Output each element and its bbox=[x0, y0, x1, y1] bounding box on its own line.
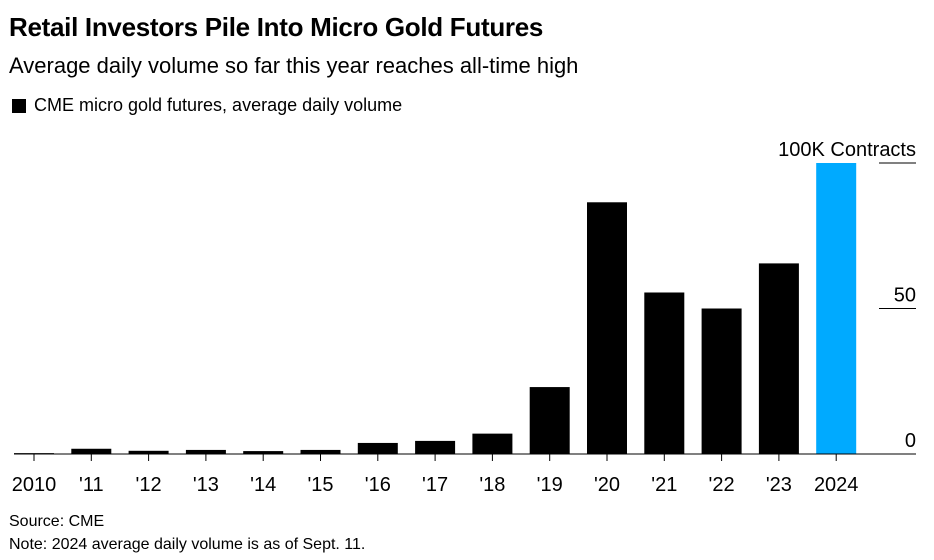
bar bbox=[300, 449, 341, 454]
y-tick-label: 50 bbox=[894, 285, 916, 307]
bar bbox=[587, 202, 627, 454]
bar bbox=[529, 387, 570, 454]
bar bbox=[816, 163, 857, 454]
footnote: Note: 2024 average daily volume is as of… bbox=[9, 536, 366, 553]
legend-swatch bbox=[12, 98, 26, 113]
x-tick-label: '11 bbox=[79, 474, 104, 496]
bar bbox=[357, 442, 398, 454]
bar bbox=[71, 448, 112, 454]
x-tick-label: '20 bbox=[594, 474, 620, 496]
x-tick-label: 2010 bbox=[12, 474, 57, 496]
x-tick-label: '12 bbox=[136, 474, 162, 496]
x-tick-label: '16 bbox=[365, 474, 391, 496]
bar bbox=[415, 440, 456, 454]
x-tick-label: 2024 bbox=[814, 474, 859, 496]
legend: CME micro gold futures, average daily vo… bbox=[12, 95, 402, 116]
bar-chart: 0 50 100K Contracts 2010 '11 '12 '13 '14 '15 '16 '… bbox=[12, 139, 916, 496]
bar bbox=[243, 451, 284, 454]
x-tick-label: '21 bbox=[651, 474, 677, 496]
x-tick-label: '15 bbox=[307, 474, 333, 496]
chart-subtitle: Average daily volume so far this year re… bbox=[9, 53, 579, 78]
bar bbox=[472, 433, 513, 454]
y-tick-label: 100K Contracts bbox=[778, 139, 916, 161]
bar bbox=[758, 263, 799, 454]
x-tick-label: '18 bbox=[479, 474, 505, 496]
bar bbox=[185, 449, 226, 454]
x-tick-label: '22 bbox=[709, 474, 735, 496]
chart-title: Retail Investors Pile Into Micro Gold Fu… bbox=[9, 12, 544, 42]
x-tick-label: '23 bbox=[766, 474, 792, 496]
legend-label: CME micro gold futures, average daily vo… bbox=[34, 95, 403, 115]
x-tick-label: '14 bbox=[250, 474, 276, 496]
x-tick-label: '19 bbox=[537, 474, 563, 496]
source-note: Source: CME bbox=[9, 513, 105, 530]
bar bbox=[644, 292, 685, 454]
x-tick-label: '13 bbox=[193, 474, 219, 496]
y-tick-label: 0 bbox=[905, 430, 916, 452]
x-tick-label: '17 bbox=[422, 474, 448, 496]
bar bbox=[128, 450, 169, 454]
bar bbox=[701, 308, 742, 454]
